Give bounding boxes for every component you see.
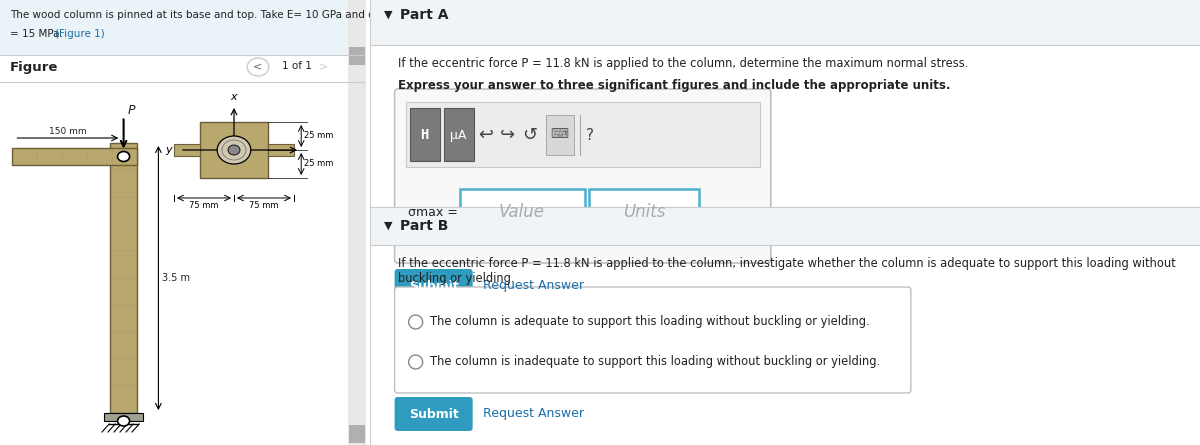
Text: Value: Value xyxy=(499,203,545,221)
FancyBboxPatch shape xyxy=(395,287,911,393)
Bar xyxy=(349,47,365,65)
Bar xyxy=(589,189,698,235)
Circle shape xyxy=(409,355,422,369)
Bar xyxy=(348,0,366,445)
Text: ↪: ↪ xyxy=(500,126,515,144)
Bar xyxy=(409,108,439,161)
Bar xyxy=(370,0,1200,45)
Text: 75 mm: 75 mm xyxy=(190,201,218,210)
Text: Part B: Part B xyxy=(400,219,448,233)
Text: 3.5 m: 3.5 m xyxy=(162,273,190,283)
Text: 25 mm: 25 mm xyxy=(304,159,332,169)
Text: If the eccentric force P = 11.8 kN is applied to the column, investigate whether: If the eccentric force P = 11.8 kN is ap… xyxy=(397,257,1175,285)
Text: P: P xyxy=(127,104,134,117)
Text: The wood column is pinned at its base and top. Take E= 10 GPa and σy: The wood column is pinned at its base an… xyxy=(10,10,380,20)
FancyBboxPatch shape xyxy=(395,269,473,303)
Text: (Figure 1): (Figure 1) xyxy=(55,29,104,39)
Text: ?: ? xyxy=(586,128,594,142)
Text: y: y xyxy=(164,145,172,155)
Text: Request Answer: Request Answer xyxy=(482,408,583,421)
Text: σmax =: σmax = xyxy=(408,206,457,219)
Text: Submit: Submit xyxy=(409,408,458,421)
Text: ↺: ↺ xyxy=(522,126,538,144)
Text: ⌨: ⌨ xyxy=(551,129,569,142)
Text: = 15 MPa.: = 15 MPa. xyxy=(10,29,62,39)
Circle shape xyxy=(118,416,130,426)
Bar xyxy=(349,425,365,443)
Circle shape xyxy=(228,145,240,155)
Bar xyxy=(546,115,574,155)
Bar xyxy=(370,207,1200,245)
Text: 150 mm: 150 mm xyxy=(49,127,86,136)
Text: 25 mm: 25 mm xyxy=(304,132,332,141)
Text: If the eccentric force P = 11.8 kN is applied to the column, determine the maxim: If the eccentric force P = 11.8 kN is ap… xyxy=(397,57,968,70)
Text: The column is adequate to support this loading without buckling or yielding.: The column is adequate to support this l… xyxy=(430,316,869,328)
Text: 75 mm: 75 mm xyxy=(250,201,278,210)
Text: Request Answer: Request Answer xyxy=(482,279,583,292)
Text: Figure: Figure xyxy=(10,61,58,74)
Bar xyxy=(104,413,143,421)
Bar xyxy=(460,189,584,235)
Circle shape xyxy=(409,315,422,329)
Text: 1 of 1: 1 of 1 xyxy=(282,61,312,71)
Bar xyxy=(0,0,366,55)
Text: Part A: Part A xyxy=(400,8,448,22)
Text: H: H xyxy=(420,128,428,142)
Bar xyxy=(110,143,137,413)
Text: x: x xyxy=(230,92,238,102)
Text: ↩: ↩ xyxy=(478,126,493,144)
Bar xyxy=(200,122,268,178)
Bar xyxy=(268,144,294,156)
Bar xyxy=(12,148,137,165)
Text: >: > xyxy=(319,61,329,71)
Text: Submit: Submit xyxy=(409,279,458,292)
Text: Units: Units xyxy=(623,203,665,221)
FancyBboxPatch shape xyxy=(395,397,473,431)
Circle shape xyxy=(247,58,269,76)
Text: ▼: ▼ xyxy=(384,221,392,231)
Circle shape xyxy=(217,136,251,164)
Text: ▼: ▼ xyxy=(384,10,392,20)
Text: <: < xyxy=(253,61,263,71)
Text: μA: μA xyxy=(450,129,467,142)
FancyBboxPatch shape xyxy=(395,89,770,263)
Bar xyxy=(174,144,200,156)
Text: Express your answer to three significant figures and include the appropriate uni: Express your answer to three significant… xyxy=(397,79,950,92)
Circle shape xyxy=(118,151,130,162)
Bar xyxy=(406,102,760,167)
Bar xyxy=(444,108,474,161)
Text: The column is inadequate to support this loading without buckling or yielding.: The column is inadequate to support this… xyxy=(430,356,880,368)
